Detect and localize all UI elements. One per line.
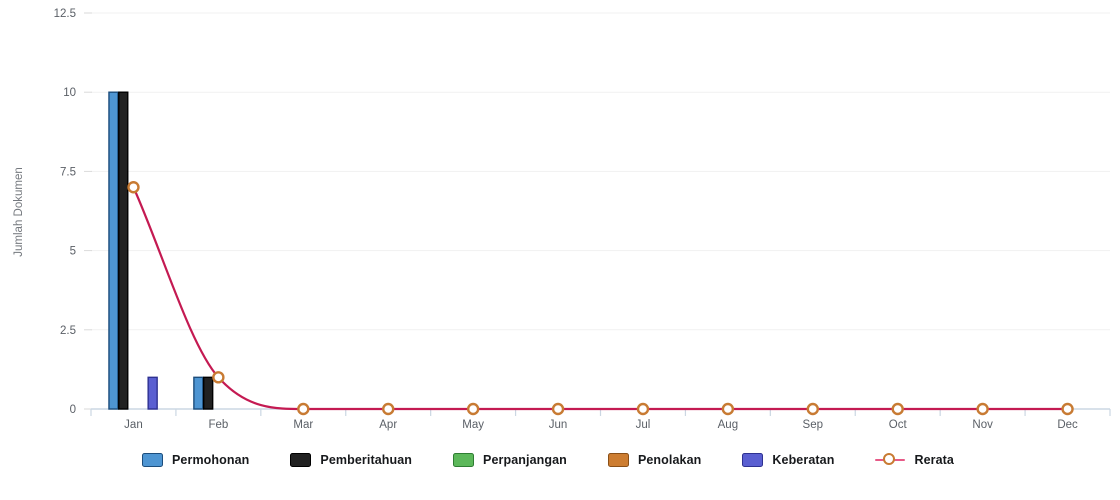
x-tick-label: Jan (124, 419, 143, 431)
rerata-point-dec (1061, 402, 1074, 416)
rerata-point-jul (636, 402, 650, 416)
legend-label: Perpanjangan (483, 453, 567, 467)
rerata-ring-icon (883, 453, 896, 465)
y-tick-label: 12.5 (54, 8, 76, 20)
x-tick-label: Dec (1057, 419, 1078, 431)
bar-pemberitahuan-feb (202, 376, 214, 410)
rerata-point-sep (806, 402, 819, 416)
bar-pemberitahuan-jan (118, 91, 129, 410)
chart-legend: Permohonan Pemberitahuan Perpanjangan Penol… (142, 453, 954, 467)
x-tick-label: Nov (972, 419, 993, 431)
y-tick-label: 7.5 (60, 166, 76, 178)
legend-label: Penolakan (637, 453, 702, 467)
x-tick-label: Feb (208, 419, 228, 431)
legend-swatch-pemberitahuan (290, 453, 312, 467)
bar-permohonan-jan (108, 91, 119, 410)
x-tick-label: Mar (293, 419, 313, 431)
legend-label: Permohonan (172, 453, 250, 467)
legend-swatch-perpanjangan (453, 453, 475, 467)
rerata-point-apr (382, 402, 395, 416)
bar-permohonan-feb (193, 376, 204, 410)
rerata-point-nov (976, 402, 989, 416)
rerata-point-mar (297, 402, 310, 416)
rerata-point-may (466, 402, 480, 416)
rerata-point-aug (721, 402, 735, 416)
x-tick-label: May (462, 419, 484, 431)
x-tick-label: Oct (889, 419, 908, 431)
legend-item-pemberitahuan[interactable]: Pemberitahuan (290, 453, 412, 467)
y-tick-label: 5 (70, 246, 76, 258)
rerata-point-oct (891, 402, 904, 416)
legend-marker-rerata (875, 453, 906, 467)
x-tick-label: Jun (549, 419, 568, 431)
bar-keberatan-jan (147, 376, 158, 410)
y-axis-title: Jumlah Dokumen (13, 167, 25, 256)
x-tick-label: Aug (718, 419, 738, 431)
legend-item-rerata[interactable]: Rerata (875, 453, 954, 467)
legend-item-keberatan[interactable]: Keberatan (742, 453, 834, 467)
legend-label: Rerata (914, 453, 954, 467)
legend-swatch-permohonan (142, 453, 163, 467)
rerata-line (132, 186, 1068, 411)
rerata-point-jun (551, 402, 565, 416)
legend-swatch-keberatan (742, 453, 764, 467)
legend-item-perpanjangan[interactable]: Perpanjangan (453, 453, 567, 467)
rerata-point-jan (127, 181, 140, 194)
y-tick-label: 2.5 (60, 325, 76, 337)
legend-item-penolakan[interactable]: Penolakan (607, 453, 702, 467)
legend-item-permohonan[interactable]: Permohonan (142, 453, 249, 467)
y-tick-label: 10 (63, 87, 76, 99)
x-tick-label: Sep (803, 419, 823, 431)
x-tick-label: Jul (636, 419, 651, 431)
legend-label: Keberatan (772, 453, 835, 467)
legend-swatch-penolakan (607, 453, 629, 467)
rerata-point-feb (212, 371, 225, 384)
x-tick-label: Apr (379, 419, 397, 431)
y-tick-label: 0 (70, 404, 76, 416)
bar-line-chart: Jumlah Dokumen 0 2.5 5 7.5 10 12.5 Jan Feb Mar Ap… (13, 8, 1111, 431)
legend-label: Pemberitahuan (320, 453, 413, 467)
